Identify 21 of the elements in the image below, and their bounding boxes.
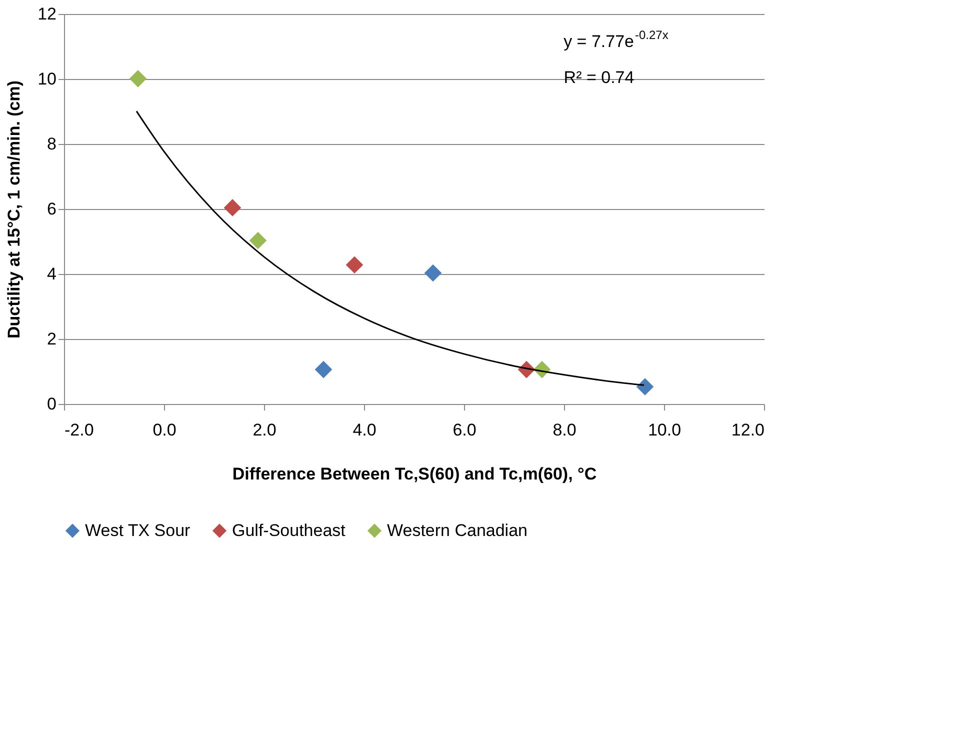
legend-label: West TX Sour [85, 520, 191, 540]
x-tick-label: 2.0 [252, 420, 276, 440]
x-tick-label: 6.0 [452, 420, 476, 440]
x-tick-label: 8.0 [552, 420, 576, 440]
x-tick-label: 10.0 [648, 420, 682, 440]
y-tick-label: 0 [47, 394, 56, 414]
x-tick-label: 12.0 [731, 420, 764, 440]
y-axis-title: Ductility at 15°C, 1 cm/min. (cm) [4, 80, 24, 339]
y-tick-label: 10 [38, 70, 56, 88]
y-tick-label: 12 [38, 4, 56, 24]
legend-label: Western Canadian [387, 520, 528, 540]
y-tick-label: 4 [47, 264, 56, 284]
y-tick-label: 6 [47, 200, 56, 218]
x-axis-title: Difference Between Tc,S(60) and Tc,m(60), °C [232, 464, 597, 484]
y-tick-label: 8 [47, 134, 56, 154]
x-tick-label: -2.0 [64, 420, 94, 440]
annotation: R² = 0.74 [564, 68, 634, 87]
x-tick-label: 4.0 [352, 420, 376, 440]
y-tick-label: 2 [47, 330, 56, 348]
legend-label: Gulf-Southeast [232, 520, 346, 540]
x-tick-label: 0.0 [152, 420, 176, 440]
